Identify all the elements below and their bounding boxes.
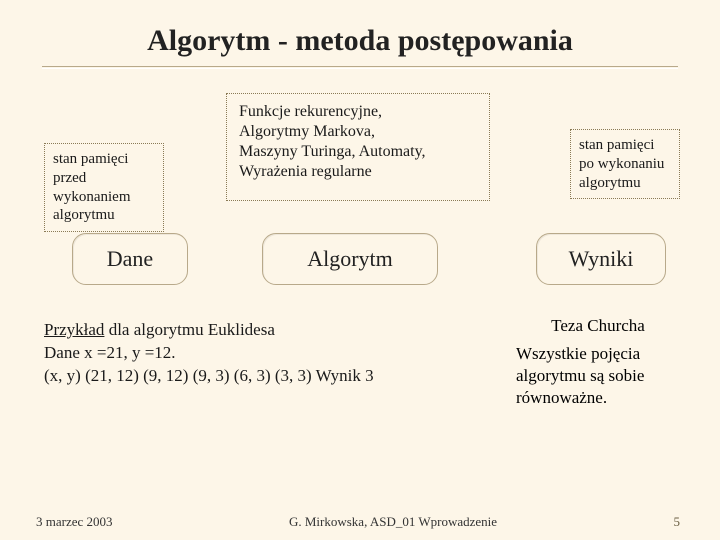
example-line1-rest: dla algorytmu Euklidesa [104, 320, 274, 339]
box-wyniki-label: Wyniki [569, 246, 634, 271]
box-dane-label: Dane [107, 246, 153, 271]
box-wyniki: Wyniki [536, 233, 666, 285]
footer-page: 5 [674, 514, 681, 530]
content-area: stan pamięci przed wykonaniem algorytmu … [48, 85, 672, 455]
example-line2: Dane x =21, y =12. [44, 342, 524, 365]
slide: Algorytm - metoda postępowania stan pami… [0, 0, 720, 540]
footer-date: 3 marzec 2003 [36, 514, 113, 530]
center-list-box: Funkcje rekurencyjne, Algorytmy Markova,… [226, 93, 490, 201]
box-dane: Dane [72, 233, 188, 285]
note-right-box: stan pamięci po wykonaniu algorytmu [570, 129, 680, 199]
example-underlined: Przykład [44, 320, 104, 339]
thesis-body: Wszystkie pojęcia algorytmu są sobie rów… [516, 343, 680, 409]
example-line1: Przykład dla algorytmu Euklidesa [44, 319, 524, 342]
thesis-title: Teza Churcha [516, 315, 680, 337]
title-divider [42, 66, 678, 67]
example-line3: (x, y) (21, 12) (9, 12) (9, 3) (6, 3) (3… [44, 365, 524, 388]
example-block: Przykład dla algorytmu Euklidesa Dane x … [44, 319, 524, 388]
note-right-text: stan pamięci po wykonaniu algorytmu [579, 137, 664, 191]
footer-center: G. Mirkowska, ASD_01 Wprowadzenie [289, 514, 497, 530]
center-list-text: Funkcje rekurencyjne, Algorytmy Markova,… [239, 103, 426, 180]
note-left-text: stan pamięci przed wykonaniem algorytmu [53, 151, 130, 223]
box-algorytm-label: Algorytm [307, 246, 393, 271]
thesis-block: Teza Churcha Wszystkie pojęcia algorytmu… [516, 315, 680, 409]
note-left-box: stan pamięci przed wykonaniem algorytmu [44, 143, 164, 232]
footer: 3 marzec 2003 G. Mirkowska, ASD_01 Wprow… [0, 514, 720, 530]
box-algorytm: Algorytm [262, 233, 438, 285]
slide-title: Algorytm - metoda postępowania [48, 24, 672, 58]
